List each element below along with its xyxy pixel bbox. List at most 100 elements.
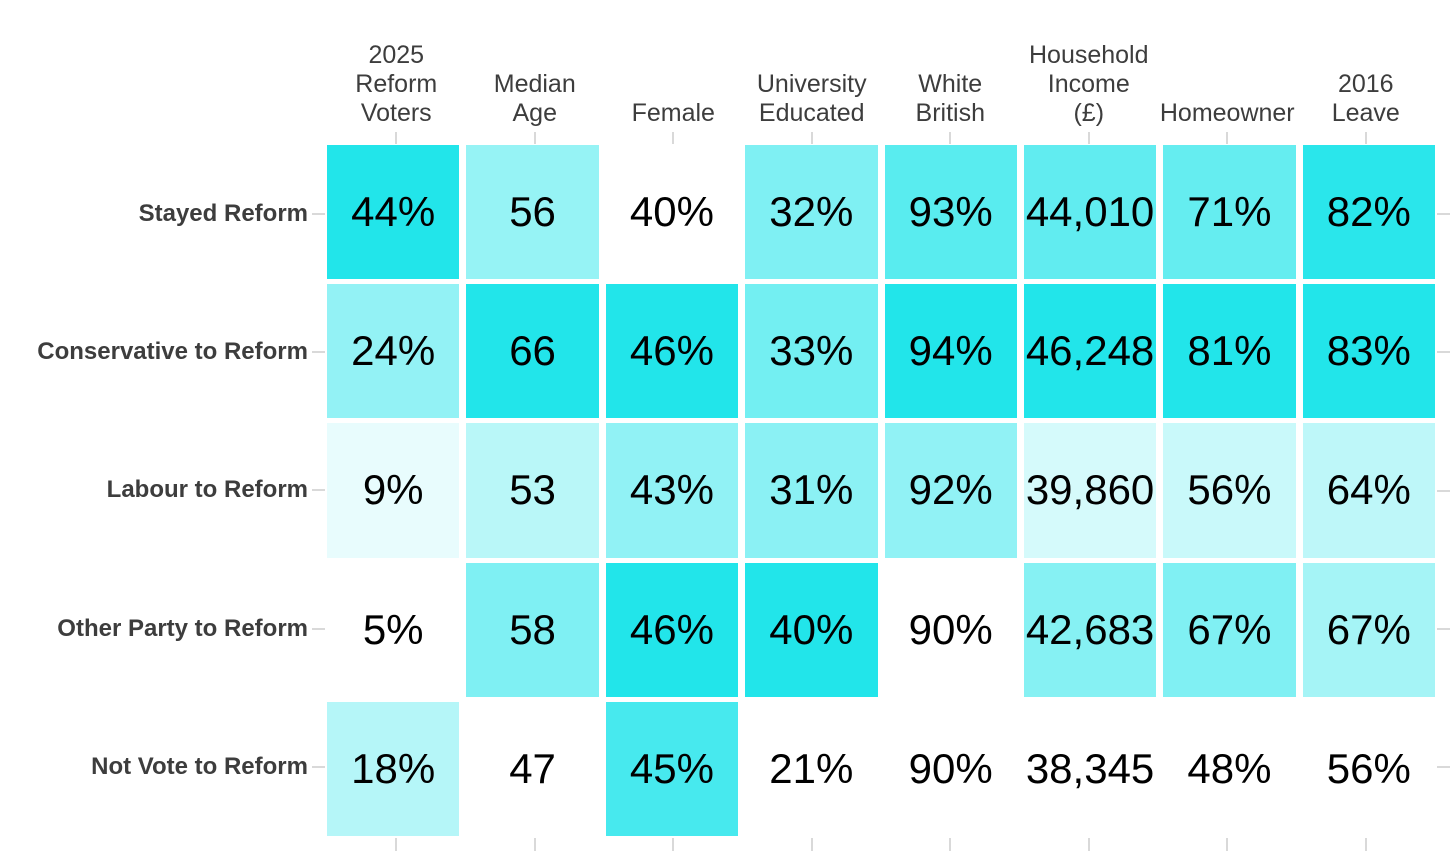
row-label-conservative-to-reform: Conservative to Reform bbox=[0, 283, 327, 421]
bottom-axis-tick bbox=[395, 838, 397, 851]
left-axis-tick bbox=[312, 213, 325, 216]
column-header-line: 2016 bbox=[1337, 70, 1394, 98]
cell-labour-to-reform-homeowner: 56% bbox=[1163, 423, 1296, 558]
right-axis-tick bbox=[1437, 351, 1450, 353]
cell-conservative-to-reform-median-age: 66 bbox=[466, 284, 599, 419]
column-header-line: Female bbox=[631, 99, 715, 127]
row-label-text: Stayed Reform bbox=[138, 200, 308, 228]
heatmap-cells: 44% 56 40% 32% 93% 44,010 71% 82% 24% 66 46% 33% 94%… bbox=[327, 145, 1435, 836]
right-axis-ticks bbox=[1437, 145, 1456, 836]
column-header-white-british: White British bbox=[881, 0, 1020, 145]
cell-conservative-to-reform-female: 46% bbox=[605, 284, 739, 419]
cell-not-vote-to-reform-median-age: 47 bbox=[466, 701, 599, 836]
cell-not-vote-to-reform-university-educated: 21% bbox=[745, 701, 878, 836]
column-header-line: University bbox=[756, 70, 867, 98]
column-header-line: Homeowner bbox=[1159, 99, 1295, 127]
top-axis-tick bbox=[1087, 132, 1090, 144]
cell-conservative-to-reform-white-british: 94% bbox=[884, 284, 1017, 419]
cell-not-vote-to-reform-homeowner: 48% bbox=[1163, 701, 1296, 836]
cell-conservative-to-reform-homeowner: 81% bbox=[1163, 284, 1296, 419]
column-header-median-age: Median Age bbox=[466, 0, 605, 145]
cell-labour-to-reform-household-income: 39,860 bbox=[1023, 423, 1157, 558]
cell-other-party-to-reform-university-educated: 40% bbox=[745, 562, 878, 697]
cell-conservative-to-reform-household-income: 46,248 bbox=[1023, 284, 1157, 419]
row-labels: Stayed Reform Conservative to Reform Labou… bbox=[0, 145, 327, 836]
left-axis-tick bbox=[312, 351, 325, 354]
cell-conservative-to-reform-2025-reform-voters: 24% bbox=[327, 284, 460, 419]
cell-other-party-to-reform-median-age: 58 bbox=[466, 562, 599, 697]
cell-labour-to-reform-2016-leave: 64% bbox=[1302, 423, 1435, 558]
bottom-axis-tick bbox=[949, 838, 951, 851]
cell-other-party-to-reform-white-british: 90% bbox=[884, 562, 1017, 697]
column-header-line: Median bbox=[493, 70, 576, 98]
column-header-university-educated: University Educated bbox=[743, 0, 882, 145]
cell-other-party-to-reform-household-income: 42,683 bbox=[1023, 562, 1157, 697]
cell-not-vote-to-reform-household-income: 38,345 bbox=[1023, 701, 1157, 836]
cell-stayed-reform-household-income: 44,010 bbox=[1023, 145, 1157, 280]
row-label-text: Not Vote to Reform bbox=[91, 752, 308, 780]
cell-conservative-to-reform-2016-leave: 83% bbox=[1302, 284, 1435, 419]
top-axis-tick bbox=[672, 132, 675, 144]
right-axis-tick bbox=[1437, 766, 1450, 768]
cell-other-party-to-reform-homeowner: 67% bbox=[1163, 562, 1296, 697]
column-header-household-income: Household Income (£) bbox=[1020, 0, 1159, 145]
cell-other-party-to-reform-2016-leave: 67% bbox=[1302, 562, 1435, 697]
cell-stayed-reform-2025-reform-voters: 44% bbox=[327, 145, 460, 280]
column-header-line: Leave bbox=[1331, 99, 1400, 127]
cell-other-party-to-reform-female: 46% bbox=[605, 562, 739, 697]
cell-labour-to-reform-white-british: 92% bbox=[884, 423, 1017, 558]
column-header-homeowner: Homeowner bbox=[1158, 0, 1297, 145]
bottom-axis-tick bbox=[811, 838, 813, 851]
row-label-labour-to-reform: Labour to Reform bbox=[0, 421, 327, 559]
column-header-line: Voters bbox=[360, 99, 432, 127]
cell-stayed-reform-median-age: 56 bbox=[466, 145, 599, 280]
column-header-line: 2025 bbox=[368, 41, 425, 69]
top-axis-tick bbox=[949, 132, 952, 144]
row-label-other-party-to-reform: Other Party to Reform bbox=[0, 560, 327, 698]
cell-labour-to-reform-university-educated: 31% bbox=[745, 423, 878, 558]
bottom-axis-tick bbox=[1365, 838, 1367, 851]
bottom-axis-tick bbox=[534, 838, 536, 851]
bottom-axis-tick bbox=[1088, 838, 1090, 851]
cell-stayed-reform-white-british: 93% bbox=[884, 145, 1017, 280]
column-headers: 2025 Reform Voters Median Age Female Universit… bbox=[327, 0, 1435, 145]
cell-labour-to-reform-female: 43% bbox=[605, 423, 739, 558]
bottom-axis-tick bbox=[672, 838, 674, 851]
cell-not-vote-to-reform-2016-leave: 56% bbox=[1302, 701, 1435, 836]
cell-labour-to-reform-median-age: 53 bbox=[466, 423, 599, 558]
column-header-female: Female bbox=[604, 0, 743, 145]
column-header-2016-leave: 2016 Leave bbox=[1297, 0, 1436, 145]
bottom-axis-ticks bbox=[327, 838, 1435, 857]
column-header-line: Reform bbox=[355, 70, 438, 98]
column-header-line: British bbox=[915, 99, 985, 127]
column-header-line: Household bbox=[1028, 41, 1149, 69]
column-header-line: Educated bbox=[758, 99, 865, 127]
top-axis-tick bbox=[395, 132, 398, 144]
cell-stayed-reform-homeowner: 71% bbox=[1163, 145, 1296, 280]
column-header-line: Income bbox=[1047, 70, 1130, 98]
cell-not-vote-to-reform-2025-reform-voters: 18% bbox=[327, 701, 460, 836]
right-axis-tick bbox=[1437, 213, 1450, 215]
cell-labour-to-reform-2025-reform-voters: 9% bbox=[327, 423, 460, 558]
column-header-line: (£) bbox=[1073, 99, 1105, 127]
left-axis-tick bbox=[312, 765, 325, 768]
cell-stayed-reform-university-educated: 32% bbox=[745, 145, 878, 280]
column-header-line: White bbox=[918, 70, 983, 98]
top-axis-tick bbox=[1364, 132, 1367, 144]
row-label-text: Conservative to Reform bbox=[37, 338, 308, 366]
row-label-stayed-reform: Stayed Reform bbox=[0, 145, 327, 283]
left-axis-tick bbox=[312, 489, 325, 492]
right-axis-tick bbox=[1437, 628, 1450, 630]
top-axis-tick bbox=[533, 132, 536, 144]
row-label-not-vote-to-reform: Not Vote to Reform bbox=[0, 698, 327, 836]
row-label-text: Labour to Reform bbox=[106, 476, 308, 504]
top-axis-tick bbox=[1226, 132, 1229, 144]
bottom-axis-tick bbox=[1226, 838, 1228, 851]
cell-stayed-reform-2016-leave: 82% bbox=[1302, 145, 1435, 280]
row-label-text: Other Party to Reform bbox=[57, 614, 308, 642]
column-header-2025-reform-voters: 2025 Reform Voters bbox=[327, 0, 466, 145]
cell-not-vote-to-reform-female: 45% bbox=[605, 701, 739, 836]
cell-not-vote-to-reform-white-british: 90% bbox=[884, 701, 1017, 836]
right-axis-tick bbox=[1437, 490, 1450, 492]
